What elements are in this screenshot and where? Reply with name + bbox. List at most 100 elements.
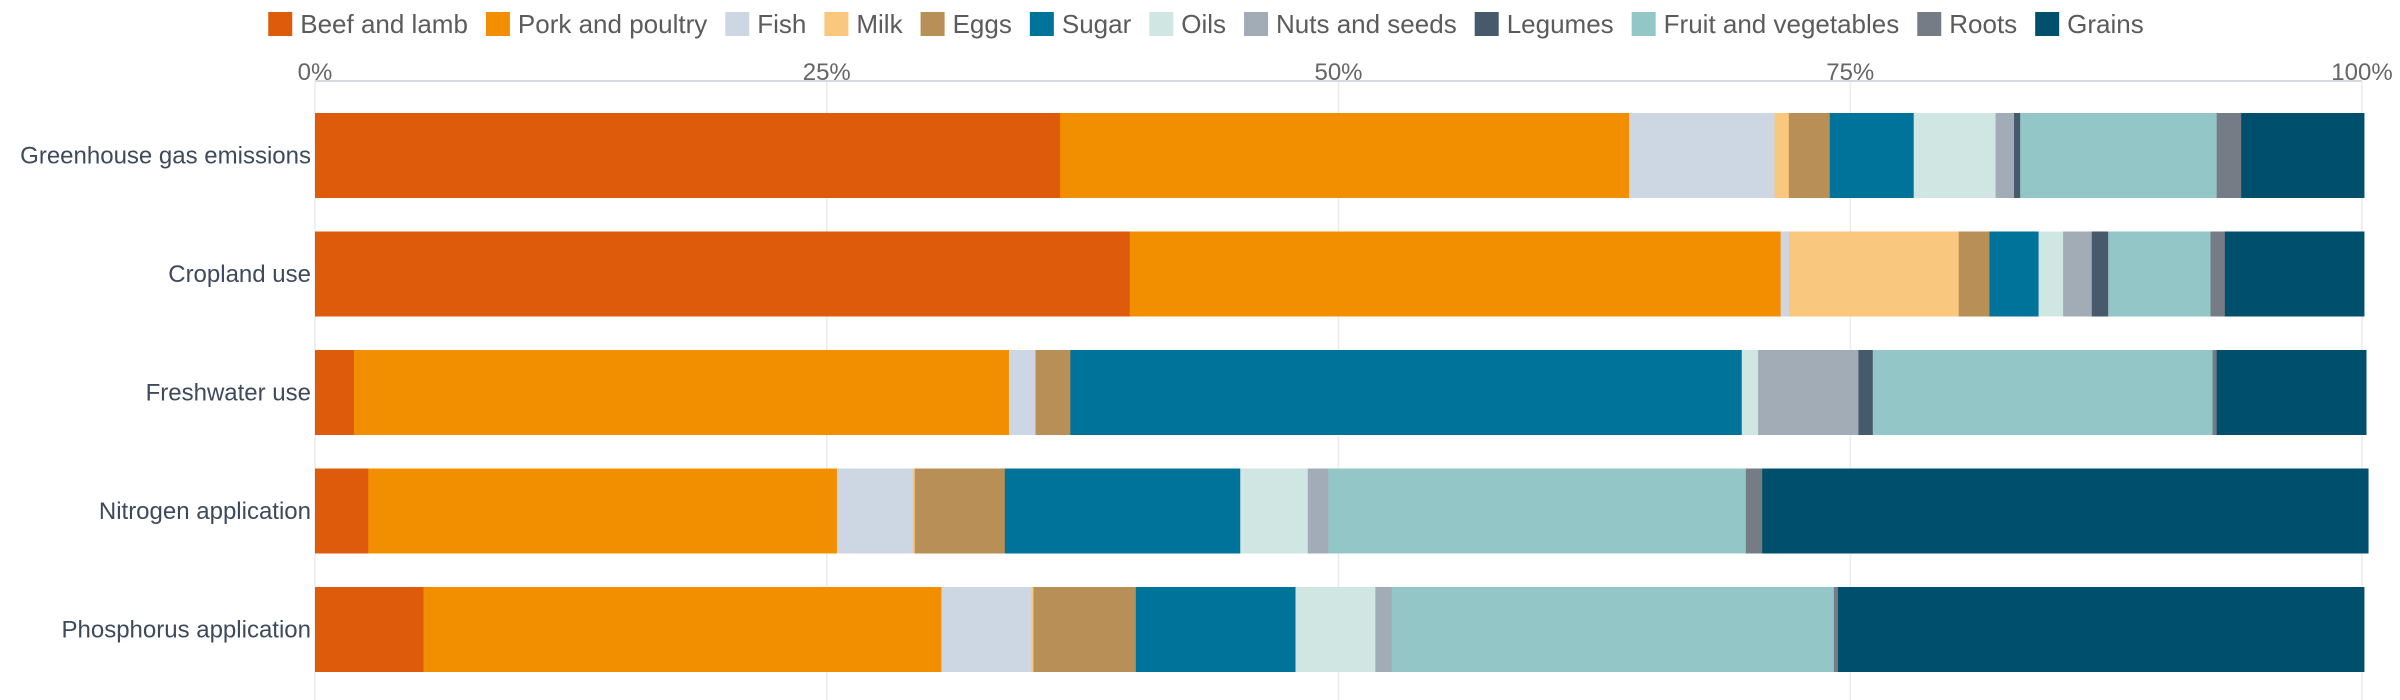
legend-swatch [725,12,750,36]
bars [315,113,2369,672]
bar-segment-sugar[interactable] [1989,231,2039,317]
legend-swatch [1474,12,1499,36]
bar-segment-fruit-and-vegetables[interactable] [2108,231,2211,317]
bar-segment-grains[interactable] [2241,113,2365,198]
bar-segment-fish[interactable] [941,587,1032,672]
bar-segment-oils[interactable] [1913,113,1996,198]
x-axis: 0% 25% 50% 75% 100% [298,59,2393,86]
bar-segment-nuts-and-seeds[interactable] [1307,468,1329,554]
bar-segment-beef-and-lamb[interactable] [315,113,1061,198]
bar-segment-legumes[interactable] [2014,113,2021,198]
category-label: Cropland use [168,261,311,288]
legend-item-fruit-and-vegetables[interactable]: Fruit and vegetables [1631,9,1900,39]
x-tick-label: 75% [1826,59,1874,86]
category-label: Nitrogen application [99,498,311,525]
bar-segment-grains[interactable] [2224,231,2365,317]
bar-segment-eggs[interactable] [914,468,1006,554]
bar-segment-milk[interactable] [912,468,916,554]
legend-item-grains[interactable]: Grains [2035,9,2144,39]
legend-item-roots[interactable]: Roots [1917,9,2017,39]
bar-segment-legumes[interactable] [1858,350,1874,435]
bar-segment-roots[interactable] [2210,231,2226,317]
bar-segment-fruit-and-vegetables[interactable] [2020,113,2218,198]
bar-segment-fruit-and-vegetables[interactable] [1328,468,1747,554]
bar-segment-eggs[interactable] [1033,587,1137,672]
bar-row-freshwater-use [315,350,2367,435]
legend-swatch [1149,12,1174,36]
bar-segment-oils[interactable] [2038,231,2064,317]
bar-segment-nuts-and-seeds[interactable] [1375,587,1393,672]
bar-segment-fruit-and-vegetables[interactable] [1872,350,2213,435]
bar-segment-fish[interactable] [1008,350,1036,435]
legend-label: Grains [2067,9,2144,39]
bar-segment-milk[interactable] [1788,231,1960,317]
bar-segment-eggs[interactable] [1035,350,1071,435]
bar-segment-fish[interactable] [1629,113,1775,198]
bar-segment-oils[interactable] [1240,468,1309,554]
bar-segment-roots[interactable] [2216,113,2242,198]
bar-segment-beef-and-lamb[interactable] [315,587,424,672]
bar-segment-sugar[interactable] [1070,350,1743,435]
bar-segment-oils[interactable] [1741,350,1759,435]
bar-segment-pork-and-poultry[interactable] [423,587,942,672]
bar-segment-pork-and-poultry[interactable] [1129,231,1782,317]
bar-segment-grains[interactable] [1837,587,2365,672]
bar-segment-fish[interactable] [1780,231,1790,317]
bar-segment-beef-and-lamb[interactable] [315,468,369,554]
legend-item-oils[interactable]: Oils [1149,9,1226,39]
x-tick-label: 0% [298,59,333,86]
bar-segment-pork-and-poultry[interactable] [368,468,838,554]
bar-segment-nuts-and-seeds[interactable] [1758,350,1859,435]
bar-segment-roots[interactable] [1745,468,1763,554]
bar-segment-eggs[interactable] [1958,231,1990,317]
legend-swatch [1029,12,1054,36]
legend-item-nuts-and-seeds[interactable]: Nuts and seeds [1244,9,1457,39]
bar-row-phosphorus-application [315,587,2365,672]
legend-swatch [1917,12,1942,36]
legend-label: Fish [757,9,806,39]
legend-item-fish[interactable]: Fish [725,9,806,39]
legend: Beef and lamb Pork and poultry Fish Milk Egg… [268,9,2144,39]
bar-segment-milk[interactable] [1031,587,1034,672]
x-tick-label: 25% [803,59,851,86]
legend-item-legumes[interactable]: Legumes [1474,9,1614,39]
legend-item-milk[interactable]: Milk [824,9,904,39]
bar-segment-legumes[interactable] [2091,231,2109,317]
bar-segment-sugar[interactable] [1004,468,1241,554]
bar-segment-eggs[interactable] [1788,113,1831,198]
bar-segment-grains[interactable] [2216,350,2367,435]
legend-label: Legumes [1507,9,1614,39]
bar-segment-sugar[interactable] [1135,587,1296,672]
bar-segment-pork-and-poultry[interactable] [353,350,1010,435]
legend-swatch [1631,12,1656,36]
bar-segment-roots[interactable] [2212,350,2218,435]
bar-segment-fruit-and-vegetables[interactable] [1391,587,1835,672]
bar-segment-beef-and-lamb[interactable] [315,350,355,435]
bar-segment-oils[interactable] [1295,587,1376,672]
bar-segment-nuts-and-seeds[interactable] [2063,231,2093,317]
legend-swatch [485,12,510,36]
legend-label: Pork and poultry [518,9,707,39]
category-label: Phosphorus application [61,617,311,644]
bar-segment-sugar[interactable] [1829,113,1915,198]
legend-item-beef-and-lamb[interactable]: Beef and lamb [268,9,468,39]
legend-item-sugar[interactable]: Sugar [1029,9,1132,39]
bar-segment-pork-and-poultry[interactable] [1060,113,1630,198]
legend-item-eggs[interactable]: Eggs [920,9,1012,39]
legend-swatch [268,12,293,36]
bar-segment-nuts-and-seeds[interactable] [1995,113,2015,198]
bar-segment-grains[interactable] [1762,468,2369,554]
category-label: Greenhouse gas emissions [20,143,311,170]
bar-segment-beef-and-lamb[interactable] [315,231,1131,317]
x-tick-label: 100% [2331,59,2392,86]
legend-label: Eggs [953,9,1012,39]
bar-segment-milk[interactable] [1774,113,1790,198]
legend-item-pork-and-poultry[interactable]: Pork and poultry [485,9,707,39]
legend-label: Beef and lamb [300,9,468,39]
legend-label: Nuts and seeds [1276,9,1457,39]
bar-segment-fish[interactable] [836,468,914,554]
bar-segment-roots[interactable] [1833,587,1839,672]
bar-row-greenhouse-gas-emissions [315,113,2365,198]
legend-label: Oils [1181,9,1226,39]
